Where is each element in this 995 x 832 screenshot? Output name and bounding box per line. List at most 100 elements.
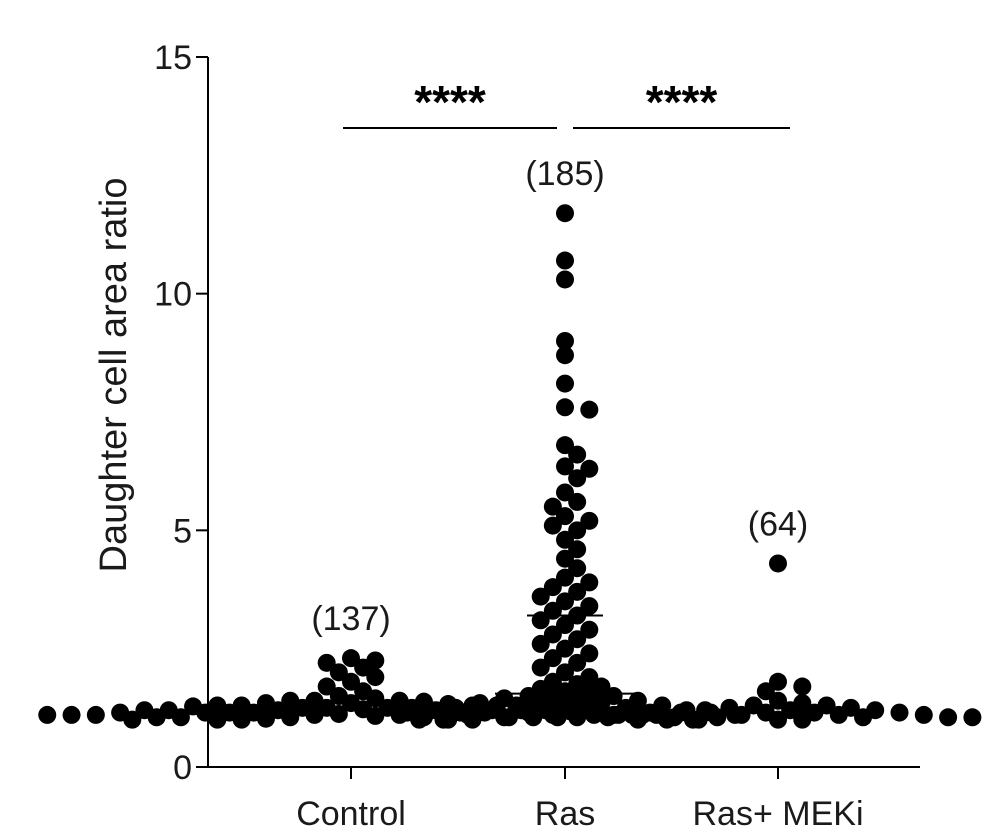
data-point <box>939 708 958 727</box>
group-counts: (137) (185) (64) <box>311 155 808 638</box>
data-point <box>556 616 574 634</box>
data-point <box>256 709 275 728</box>
data-point <box>317 653 336 672</box>
data-point <box>769 710 787 729</box>
data-point <box>647 705 666 724</box>
data-point <box>854 708 873 727</box>
data-point <box>914 705 933 724</box>
data-point <box>580 511 599 530</box>
data-point <box>890 703 909 722</box>
data-point <box>543 705 562 724</box>
data-point <box>556 639 574 658</box>
data-point <box>556 507 574 526</box>
y-tick-label: 15 <box>154 39 192 77</box>
group-count-label: (64) <box>748 505 808 543</box>
data-point <box>556 436 574 455</box>
data-point <box>531 587 550 606</box>
significance-label: **** <box>414 76 486 128</box>
data-point <box>543 516 562 535</box>
data-point <box>123 710 142 729</box>
data-point <box>568 559 587 578</box>
data-point <box>556 346 574 365</box>
data-point <box>683 710 702 729</box>
x-tick-label: Ras+ MEKi <box>693 795 864 832</box>
data-point <box>458 705 477 724</box>
y-tick-label: 10 <box>154 276 192 314</box>
significance-brackets: **** **** <box>343 76 790 129</box>
data-point <box>769 691 787 710</box>
data-point <box>598 708 617 727</box>
group-count-label: (137) <box>311 600 390 638</box>
data-point <box>756 682 775 701</box>
data-point <box>543 649 562 668</box>
data-point <box>580 620 599 639</box>
data-point <box>543 497 562 516</box>
significance-label: **** <box>646 76 718 128</box>
data-point <box>556 483 574 502</box>
data-point <box>556 568 574 587</box>
data-point <box>556 663 574 682</box>
data-point <box>556 398 574 417</box>
data-point <box>543 578 562 597</box>
y-tick-label: 5 <box>173 512 192 550</box>
data-point <box>354 658 373 677</box>
data-point <box>568 469 587 488</box>
data-point <box>519 687 538 705</box>
data-point <box>519 703 538 722</box>
y-tick-label: 0 <box>173 749 192 787</box>
data-point <box>329 704 348 723</box>
y-axis-title: Daughter cell area ratio <box>93 178 135 573</box>
data-point <box>38 705 57 724</box>
data-point <box>556 332 574 350</box>
data-point <box>171 708 190 727</box>
data-point <box>623 705 642 724</box>
data-point <box>366 668 385 687</box>
data-point <box>556 592 574 611</box>
data-point <box>556 251 574 270</box>
data-point <box>769 672 787 691</box>
x-tick-label: Control <box>296 795 406 832</box>
data-point <box>568 653 587 672</box>
data-point <box>580 459 599 478</box>
data-point <box>568 492 587 511</box>
data-point <box>556 549 574 568</box>
data-point <box>556 530 574 549</box>
data-point <box>963 708 982 727</box>
data-point <box>568 521 587 540</box>
data-point <box>366 689 385 708</box>
data-point <box>62 705 81 724</box>
data-point <box>568 445 587 464</box>
data-point <box>556 204 574 223</box>
data-point <box>342 649 360 668</box>
x-axis: Control Ras Ras+ MEKi <box>208 766 920 832</box>
data-point <box>495 708 514 727</box>
data-point <box>281 708 300 727</box>
data-point <box>568 582 587 601</box>
data-point <box>422 701 441 720</box>
data-point <box>342 672 360 691</box>
data-point <box>793 710 812 729</box>
data-points <box>38 204 982 729</box>
x-tick-label: Ras <box>535 795 595 832</box>
data-point <box>568 708 587 727</box>
data-point <box>305 705 324 724</box>
data-point <box>366 706 385 725</box>
data-point <box>568 630 587 649</box>
data-point <box>580 573 599 592</box>
data-point <box>543 625 562 644</box>
data-point <box>829 705 848 724</box>
data-point <box>531 658 550 677</box>
data-point <box>781 701 800 720</box>
data-point <box>793 677 812 696</box>
data-point <box>531 634 550 653</box>
data-point <box>232 710 251 729</box>
y-axis: 0 5 10 15 <box>154 39 209 787</box>
data-point <box>556 374 574 393</box>
data-point <box>580 644 599 663</box>
data-point <box>147 708 166 727</box>
data-point <box>410 710 429 729</box>
data-point <box>556 457 574 476</box>
data-point <box>732 705 751 724</box>
summary-lines <box>495 614 635 695</box>
